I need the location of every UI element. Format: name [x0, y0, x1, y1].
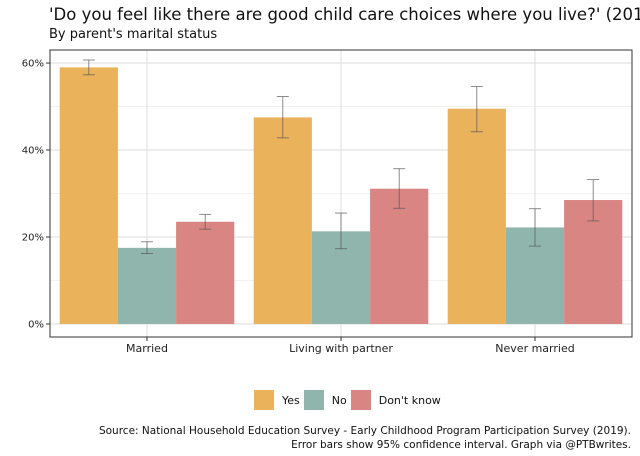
legend-swatch-dont-know: [350, 390, 371, 410]
y-tick-label: 0%: [28, 319, 44, 330]
chart-subtitle: By parent's marital status: [49, 27, 218, 42]
bar-no-married: [117, 247, 177, 324]
x-tick-label: Never married: [495, 342, 574, 355]
bar-yes-married: [59, 67, 118, 324]
caption-line-1: Source: National Household Education Sur…: [98, 425, 631, 437]
bar-don-t-know-living-with-partner: [370, 188, 429, 324]
bar-yes-never-married: [447, 108, 506, 324]
legend-label-yes: Yes: [282, 393, 300, 407]
y-tick-label: 20%: [22, 232, 44, 243]
bar-yes-living-with-partner: [253, 117, 312, 324]
legend: Yes No Don't know: [254, 390, 445, 410]
y-tick-label: 40%: [22, 146, 44, 157]
bar-don-t-know-married: [176, 221, 235, 324]
legend-item-yes: Yes: [254, 390, 300, 410]
x-tick-label: Married: [126, 342, 168, 355]
caption-line-2: Error bars show 95% confidence interval.…: [291, 439, 631, 451]
legend-label-no: No: [331, 393, 347, 407]
x-tick-label: Living with partner: [289, 342, 393, 355]
y-tick-label: 60%: [22, 59, 44, 70]
legend-item-no: No: [303, 390, 347, 410]
plot-border: [49, 49, 633, 338]
legend-item-dont-know: Don't know: [350, 390, 441, 410]
source-caption: Source: National Household Education Sur…: [99, 424, 631, 452]
chart-title: 'Do you feel like there are good child c…: [49, 5, 640, 24]
legend-swatch-yes: [254, 390, 274, 410]
legend-swatch-no: [303, 390, 324, 410]
legend-label-dont-know: Don't know: [378, 393, 441, 407]
